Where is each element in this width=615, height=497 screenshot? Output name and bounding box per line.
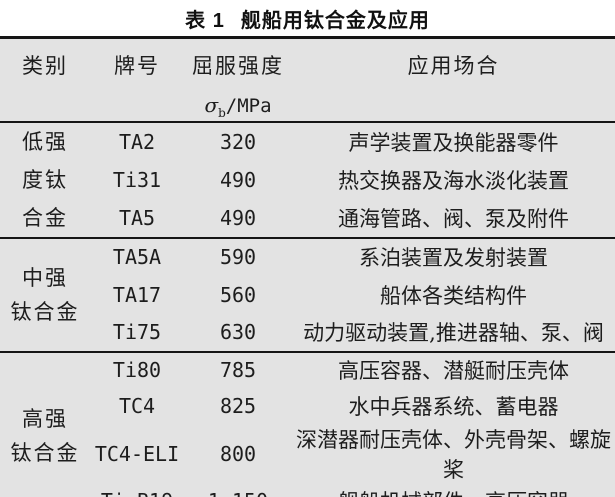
strength-cell: 785	[184, 350, 292, 388]
strength-cell: 320	[219, 129, 257, 154]
application-cell: 声学装置及换能器零件	[348, 130, 559, 155]
grade-cell: TC4	[118, 393, 156, 418]
header-grade: 牌号	[90, 37, 184, 123]
category-cell-medium-strength: 中强 钛合金	[0, 236, 90, 352]
table-row: 中强 钛合金 TA5A 590 系泊装置及发射装置	[0, 236, 615, 352]
application-cell: 船体各类结构件	[380, 283, 527, 308]
strength-cell: 590	[184, 236, 292, 276]
table-title: 舰船用钛合金及应用	[240, 9, 430, 32]
grade-cell: Ti75	[112, 320, 162, 345]
table-number: 表 1	[185, 9, 225, 32]
table-caption: 表 1 舰船用钛合金及应用	[0, 0, 615, 36]
alloy-table: 类别 牌号 屈服强度 σb/MPa 应用场合 低强 度钛 合金	[0, 36, 615, 497]
category-cell-high-strength: 高强 钛合金	[0, 350, 90, 497]
header-row: 类别 牌号 屈服强度 σb/MPa 应用场合	[0, 37, 615, 123]
application-cell: 热交换器及海水淡化装置	[338, 168, 569, 193]
table-row: TC4 825 水中兵器系统、蓄电器	[0, 388, 615, 424]
grade-cell: Ti80	[90, 350, 184, 388]
grade-cell: Ti31	[112, 167, 162, 192]
grade-cell: TA5A	[90, 236, 184, 276]
grade-cell: TA17	[112, 282, 162, 307]
application-cell: 水中兵器系统、蓄电器	[348, 394, 559, 419]
table-row: Ti-B19 1 150 舰船机械部件、高压容器	[0, 484, 615, 497]
header-strength: 屈服强度 σb/MPa	[184, 37, 292, 123]
grade-cell: TC4-ELI	[94, 441, 180, 466]
strength-cell: 490	[219, 205, 257, 230]
table-row: Ti75 630 动力驱动装置,推进器轴、泵、阀	[0, 314, 615, 352]
application-cell: 通海管路、阀、泵及附件	[338, 206, 569, 231]
category-cell-low-strength: 低强 度钛 合金	[22, 129, 68, 230]
table-header: 类别 牌号 屈服强度 σb/MPa 应用场合	[0, 37, 615, 123]
table-row: 低强 度钛 合金 TA2 320 声学装置及换能器零件	[0, 122, 615, 230]
table-row: TA5 490 通海管路、阀、泵及附件	[0, 199, 615, 238]
table-row: TC4-ELI 800 深潜器耐压壳体、外壳骨架、螺旋桨	[0, 424, 615, 484]
table-row: TA17 560 船体各类结构件	[0, 276, 615, 314]
grade-cell: TA2	[118, 129, 156, 154]
header-category: 类别	[0, 37, 90, 123]
header-application: 应用场合	[292, 37, 615, 123]
strength-cell: 560	[219, 282, 257, 307]
application-cell: 系泊装置及发射装置	[292, 236, 615, 276]
header-strength-unit: σb/MPa	[204, 93, 272, 120]
grade-cell: TA5	[118, 205, 156, 230]
strength-cell: 800	[219, 441, 257, 466]
strength-cell: 825	[219, 393, 257, 418]
grade-cell: Ti-B19	[90, 484, 184, 497]
strength-cell: 1 150	[184, 484, 292, 497]
application-cell: 深潜器耐压壳体、外壳骨架、螺旋桨	[296, 427, 611, 482]
application-cell: 高压容器、潜艇耐压壳体	[292, 350, 615, 388]
table-row: 高强 钛合金 Ti80 785 高压容器、潜艇耐压壳体	[0, 350, 615, 497]
application-cell: 舰船机械部件、高压容器	[292, 484, 615, 497]
application-cell: 动力驱动装置,推进器轴、泵、阀	[303, 321, 604, 346]
table-row: Ti31 490 热交换器及海水淡化装置	[0, 160, 615, 199]
strength-cell: 490	[219, 167, 257, 192]
header-strength-label: 屈服强度	[192, 54, 284, 78]
strength-cell: 630	[219, 320, 257, 345]
